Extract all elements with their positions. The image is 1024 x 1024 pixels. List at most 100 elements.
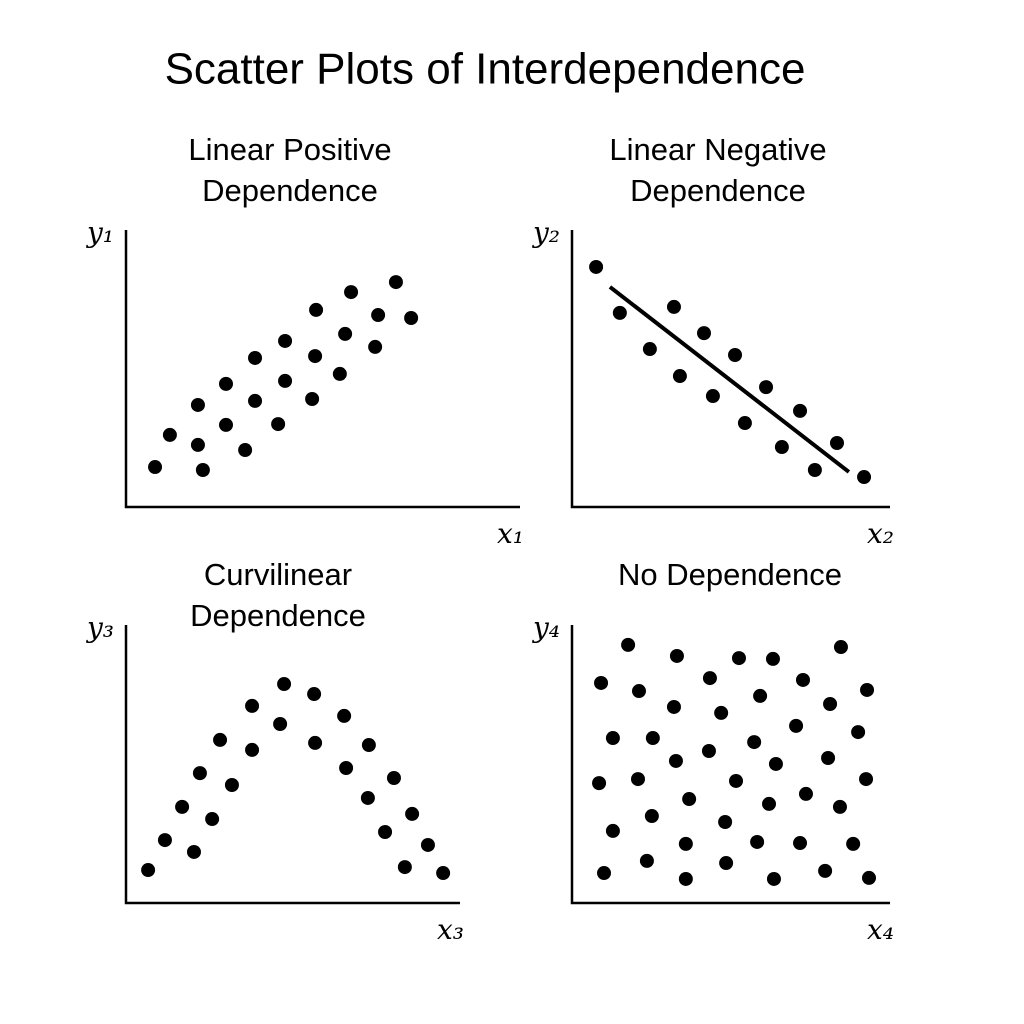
point <box>644 809 659 824</box>
point <box>597 866 612 881</box>
point <box>273 716 288 731</box>
point <box>238 443 253 458</box>
point <box>245 742 260 757</box>
point <box>337 708 352 723</box>
point <box>731 651 746 666</box>
point <box>639 853 654 868</box>
point <box>245 698 260 713</box>
point <box>205 812 220 827</box>
point <box>436 866 451 881</box>
point <box>305 392 320 406</box>
point <box>605 731 620 746</box>
point <box>157 833 172 848</box>
point <box>666 299 681 314</box>
x-axis-label: x₄ <box>867 913 894 946</box>
point <box>862 870 876 885</box>
point <box>175 799 190 814</box>
panel-title: Linear Positive <box>188 132 391 167</box>
point <box>621 637 636 652</box>
panel-title: No Dependence <box>618 557 842 592</box>
point <box>308 349 323 364</box>
point <box>192 766 207 781</box>
point <box>832 799 847 814</box>
point <box>807 463 822 478</box>
point <box>719 856 734 871</box>
point <box>759 380 774 395</box>
point <box>753 688 768 703</box>
point <box>774 440 789 455</box>
point <box>705 389 720 404</box>
fit-line <box>608 285 851 474</box>
x-axis-label: x₁ <box>497 517 524 550</box>
point <box>768 756 783 771</box>
panel-title: Curvilinear <box>204 557 352 592</box>
point <box>594 675 609 690</box>
point <box>645 731 660 746</box>
point <box>378 824 393 839</box>
point <box>248 393 263 408</box>
point <box>277 677 292 692</box>
point <box>798 786 813 801</box>
point <box>404 311 419 325</box>
point <box>388 275 403 290</box>
point <box>339 761 354 775</box>
panel-title: Linear Negative <box>609 132 826 167</box>
point <box>631 772 645 787</box>
point <box>737 416 752 431</box>
point <box>141 863 156 878</box>
point <box>642 342 657 357</box>
point <box>672 369 687 384</box>
panel-title: Dependence <box>190 598 366 633</box>
point <box>420 837 435 852</box>
point <box>833 640 848 655</box>
point <box>729 773 744 788</box>
y-axis-label: y₃ <box>85 611 114 644</box>
point <box>386 770 401 785</box>
point <box>218 417 233 432</box>
point <box>678 836 693 851</box>
point <box>821 751 836 766</box>
point <box>818 863 833 878</box>
axes <box>570 625 890 905</box>
axes <box>124 625 460 905</box>
point <box>701 743 716 758</box>
point <box>612 305 627 320</box>
chart-title: Scatter Plots of Interdependence <box>165 45 806 94</box>
point <box>697 326 711 341</box>
point <box>789 718 804 733</box>
point <box>360 790 375 805</box>
point <box>371 308 386 323</box>
y-axis-label: y₄ <box>531 611 560 644</box>
x-axis-label: x₃ <box>437 913 464 946</box>
point <box>605 823 620 838</box>
panel-title: Dependence <box>630 173 806 208</box>
point <box>668 753 683 768</box>
point <box>592 776 607 791</box>
y-axis-label: y₂ <box>531 216 560 249</box>
point <box>678 871 693 886</box>
point <box>669 648 684 663</box>
point <box>186 844 201 859</box>
point <box>860 682 875 697</box>
point <box>162 427 177 442</box>
point <box>714 705 729 720</box>
point <box>368 339 383 354</box>
point <box>589 259 604 274</box>
point <box>278 373 293 388</box>
point <box>793 403 808 418</box>
point <box>218 376 233 391</box>
point <box>278 333 293 348</box>
point <box>344 285 359 300</box>
point <box>338 326 353 341</box>
point <box>829 436 844 451</box>
point <box>857 470 872 485</box>
point <box>728 347 743 362</box>
point <box>397 860 412 875</box>
axes <box>124 230 520 509</box>
point <box>823 697 838 712</box>
point <box>631 684 646 699</box>
point <box>846 836 861 851</box>
point <box>666 699 681 714</box>
